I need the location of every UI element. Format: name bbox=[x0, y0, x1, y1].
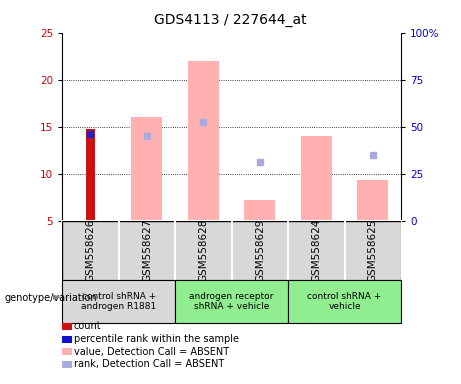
Text: GSM558626: GSM558626 bbox=[85, 219, 95, 282]
Text: GSM558628: GSM558628 bbox=[198, 219, 208, 282]
Bar bbox=[301, 136, 332, 221]
Bar bbox=[62, 280, 175, 323]
Bar bbox=[357, 180, 388, 221]
Bar bbox=[288, 280, 401, 323]
Text: rank, Detection Call = ABSENT: rank, Detection Call = ABSENT bbox=[74, 359, 224, 369]
Text: GSM558624: GSM558624 bbox=[311, 219, 321, 282]
Text: GSM558625: GSM558625 bbox=[368, 219, 378, 282]
Bar bbox=[118, 221, 175, 280]
Text: percentile rank within the sample: percentile rank within the sample bbox=[74, 334, 239, 344]
Bar bbox=[131, 118, 162, 221]
Text: GSM558629: GSM558629 bbox=[255, 219, 265, 282]
Bar bbox=[231, 221, 288, 280]
Bar bbox=[344, 221, 401, 280]
Text: control shRNA +
androgen R1881: control shRNA + androgen R1881 bbox=[81, 292, 156, 311]
Bar bbox=[86, 129, 95, 221]
Text: GSM558627: GSM558627 bbox=[142, 219, 152, 282]
Text: androgen receptor
shRNA + vehicle: androgen receptor shRNA + vehicle bbox=[189, 292, 274, 311]
Bar bbox=[175, 221, 231, 280]
Text: ►: ► bbox=[53, 293, 61, 303]
Bar bbox=[175, 280, 288, 323]
Bar bbox=[288, 221, 344, 280]
Bar bbox=[244, 200, 275, 221]
Text: value, Detection Call = ABSENT: value, Detection Call = ABSENT bbox=[74, 347, 229, 357]
Text: count: count bbox=[74, 321, 101, 331]
Bar bbox=[62, 221, 118, 280]
Text: control shRNA +
vehicle: control shRNA + vehicle bbox=[307, 292, 382, 311]
Text: GDS4113 / 227644_at: GDS4113 / 227644_at bbox=[154, 13, 307, 27]
Bar bbox=[188, 61, 219, 221]
Text: genotype/variation: genotype/variation bbox=[5, 293, 97, 303]
